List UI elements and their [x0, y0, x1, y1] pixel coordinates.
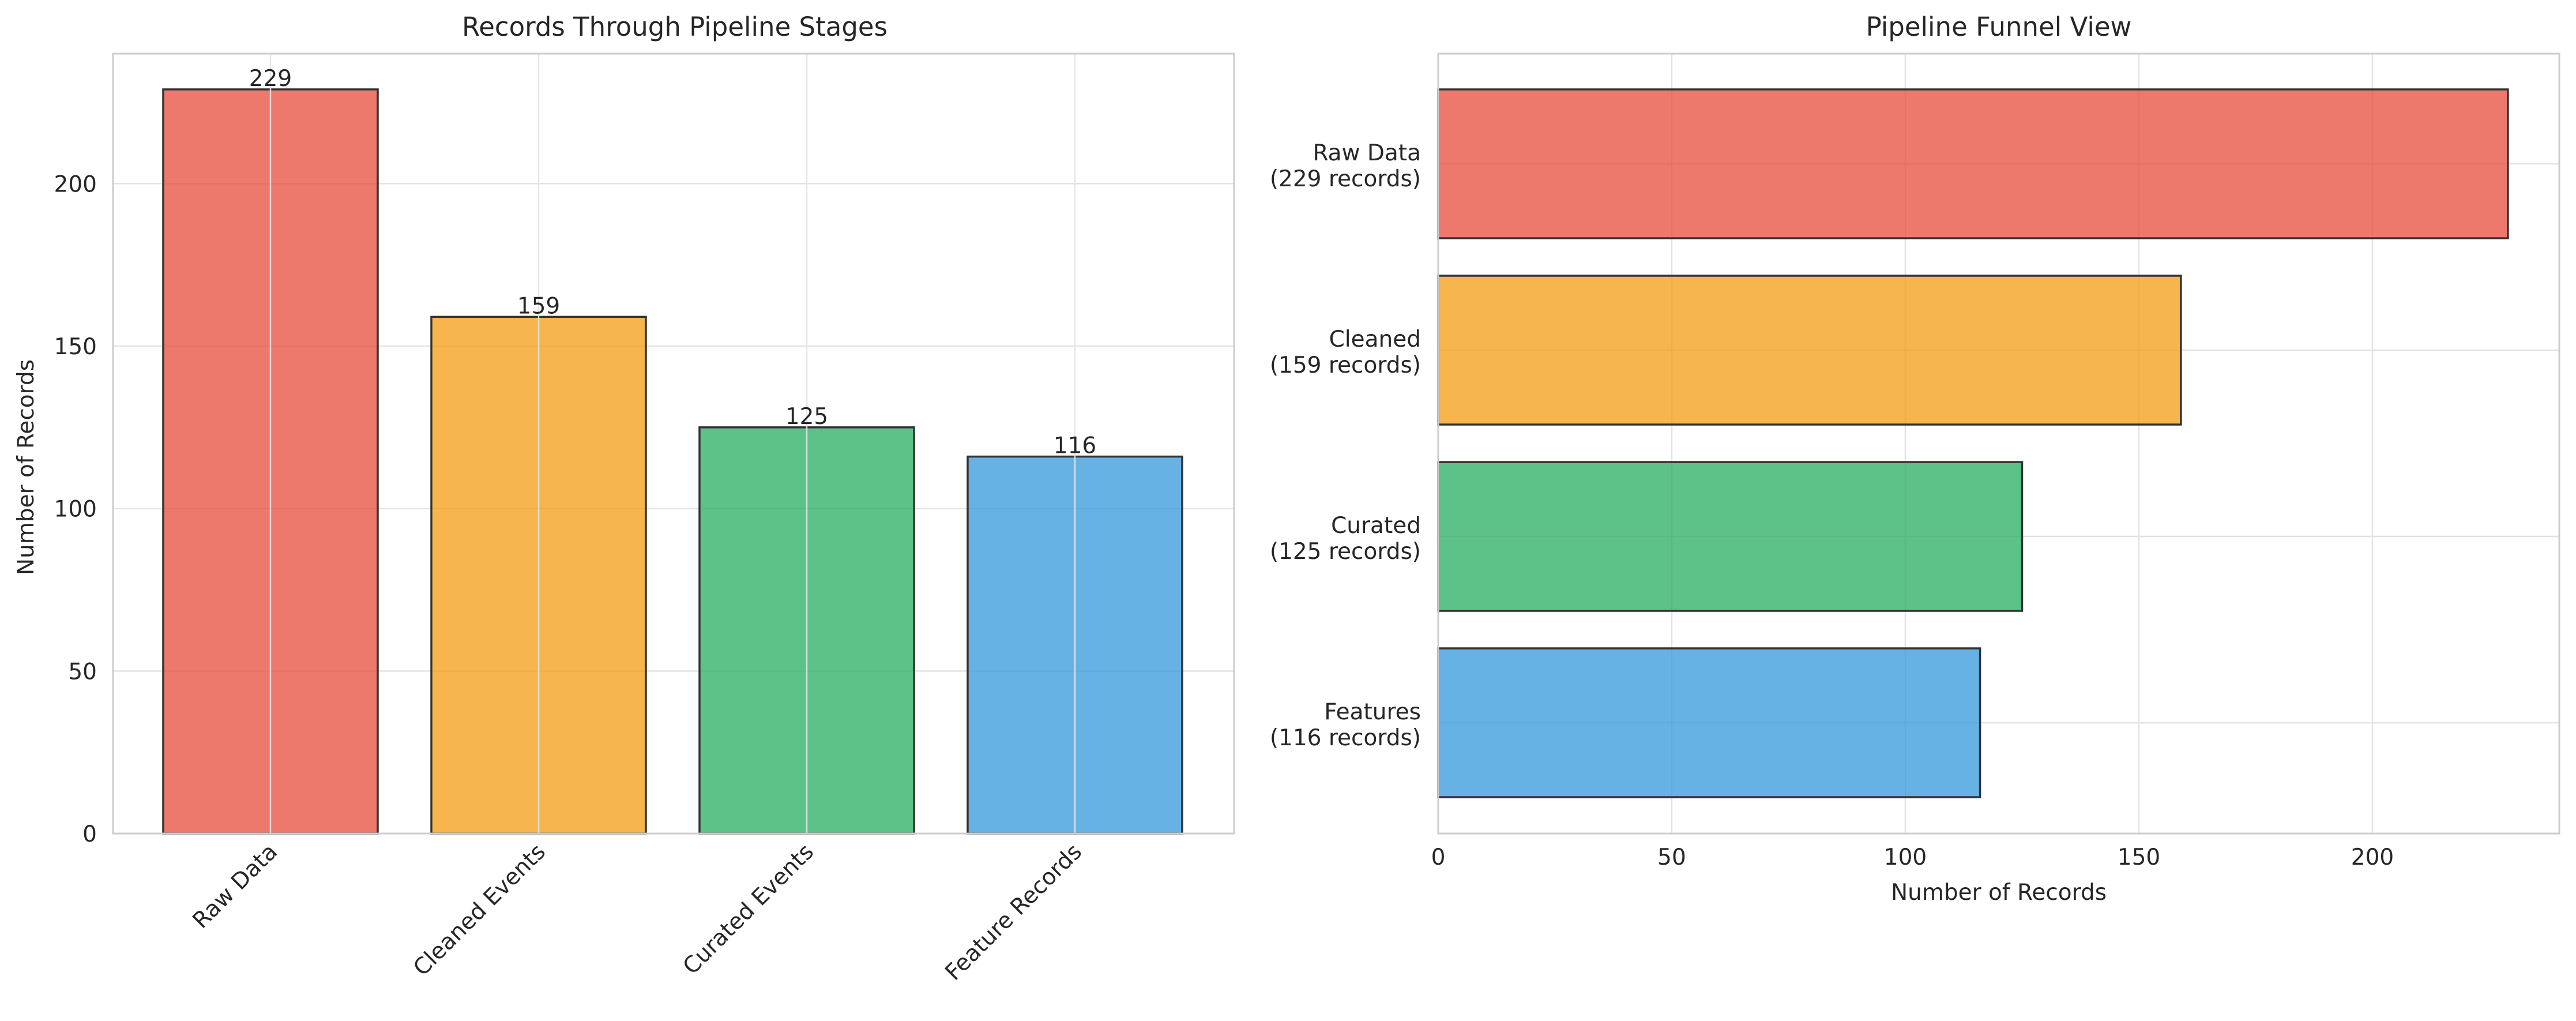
left-chart-title: Records Through Pipeline Stages	[462, 12, 888, 42]
right-y-tick-label: Curated (125 records)	[1270, 513, 1421, 565]
left-bar-chart: Records Through Pipeline Stages Number o…	[13, 12, 1235, 986]
left-x-ticks: Raw Data Cleaned Events Curated Events Feat…	[188, 839, 1087, 985]
left-data-labels: 229 159 125 116	[249, 66, 1096, 459]
right-y-ticks: Raw Data (229 records) Cleaned (159 records…	[1270, 140, 1421, 751]
right-x-tick-label: 150	[2118, 844, 2160, 870]
right-x-ticks: 0 50 100 150 200	[1431, 844, 2394, 870]
left-x-tick-label: Feature Records	[941, 839, 1087, 985]
right-bar-chart: Pipeline Funnel View Number of Records 0…	[1270, 12, 2560, 906]
left-y-ticks: 0 50 100 150 200	[54, 171, 97, 847]
left-bars	[162, 54, 1183, 835]
right-chart-title: Pipeline Funnel View	[1866, 12, 2132, 42]
right-bars	[1437, 88, 2509, 798]
right-bar	[1437, 275, 2182, 426]
right-bar	[1437, 88, 2509, 239]
left-plot-frame	[112, 52, 1235, 835]
left-x-tick-label: Raw Data	[188, 839, 283, 933]
left-y-tick-label: 50	[68, 659, 97, 685]
right-bar	[1437, 647, 1981, 798]
left-bar-value-label: 159	[517, 293, 560, 319]
left-x-tick-label: Cleaned Events	[408, 839, 551, 981]
left-x-tick-label: Curated Events	[678, 839, 819, 979]
right-x-axis-label: Number of Records	[1891, 880, 2107, 906]
left-bar-value-label: 229	[249, 66, 292, 92]
left-y-axis-label: Number of Records	[13, 359, 39, 575]
left-y-tick-label: 200	[54, 171, 97, 197]
right-y-tick-label: Features (116 records)	[1270, 699, 1421, 751]
right-plot-frame	[1437, 52, 2560, 835]
right-y-tick-label: Cleaned (159 records)	[1270, 326, 1421, 378]
right-x-tick-label: 50	[1657, 844, 1686, 870]
right-x-tick-label: 0	[1431, 844, 1446, 870]
right-x-tick-label: 200	[2351, 844, 2394, 870]
left-y-tick-label: 150	[54, 334, 97, 360]
left-bar-value-label: 116	[1054, 433, 1096, 459]
right-y-tick-label: Raw Data (229 records)	[1270, 140, 1421, 192]
left-y-tick-label: 0	[82, 821, 97, 847]
right-bar	[1437, 461, 2024, 612]
left-bar-value-label: 125	[785, 404, 828, 430]
right-x-tick-label: 100	[1884, 844, 1927, 870]
left-y-tick-label: 100	[54, 497, 97, 523]
